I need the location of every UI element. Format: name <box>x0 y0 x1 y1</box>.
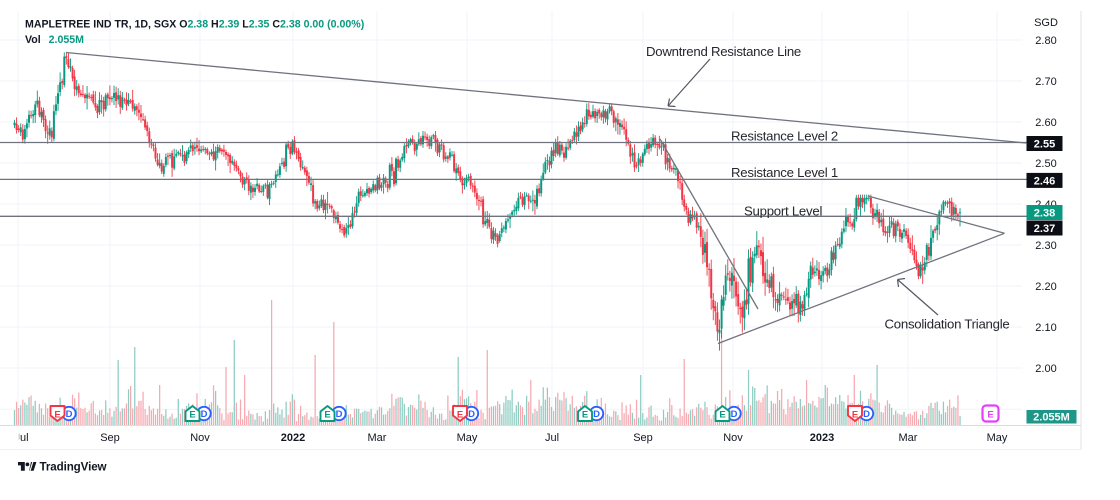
svg-text:Resistance Level 1: Resistance Level 1 <box>731 165 838 180</box>
svg-text:Consolidation Triangle: Consolidation Triangle <box>885 317 1010 332</box>
svg-text:Sep: Sep <box>633 432 653 444</box>
svg-text:2.70: 2.70 <box>1035 76 1056 88</box>
svg-text:E: E <box>719 409 725 420</box>
svg-text:Sep: Sep <box>100 432 120 444</box>
svg-text:2.55: 2.55 <box>1034 138 1055 150</box>
svg-text:2.80: 2.80 <box>1035 35 1056 47</box>
svg-text:D: D <box>593 409 600 420</box>
svg-text:Downtrend Resistance Line: Downtrend Resistance Line <box>646 44 801 59</box>
svg-text:E: E <box>457 409 463 420</box>
svg-text:Resistance Level 2: Resistance Level 2 <box>731 129 838 144</box>
svg-text:TradingView: TradingView <box>40 461 108 474</box>
svg-text:2.055M: 2.055M <box>1033 412 1070 424</box>
svg-text:2.60: 2.60 <box>1035 117 1056 129</box>
svg-text:MAPLETREE IND TR, 1D, SGX O2.3: MAPLETREE IND TR, 1D, SGX O2.38 H2.39 L2… <box>25 19 364 31</box>
svg-text:E: E <box>324 409 330 420</box>
svg-text:E: E <box>582 409 588 420</box>
svg-text:D: D <box>468 409 475 420</box>
svg-text:2.38: 2.38 <box>1034 207 1055 219</box>
svg-text:2.46: 2.46 <box>1034 175 1055 187</box>
svg-text:May: May <box>457 432 478 444</box>
svg-text:2.00: 2.00 <box>1035 363 1056 375</box>
svg-text:D: D <box>863 409 870 420</box>
svg-text:Nov: Nov <box>723 432 743 444</box>
svg-text:Nov: Nov <box>190 432 210 444</box>
svg-text:Mar: Mar <box>368 432 387 444</box>
svg-text:D: D <box>201 409 208 420</box>
svg-text:2023: 2023 <box>810 432 834 444</box>
svg-text:2.30: 2.30 <box>1035 240 1056 252</box>
svg-text:E: E <box>852 409 858 420</box>
svg-text:D: D <box>336 409 343 420</box>
svg-text:May: May <box>987 432 1008 444</box>
svg-text:2022: 2022 <box>281 432 305 444</box>
svg-text:D: D <box>731 409 738 420</box>
svg-text:2.20: 2.20 <box>1035 281 1056 293</box>
svg-text:Support Level: Support Level <box>744 204 822 219</box>
svg-text:Jul: Jul <box>545 432 559 444</box>
svg-text:Mar: Mar <box>899 432 918 444</box>
svg-text:2.37: 2.37 <box>1034 223 1055 235</box>
svg-text:E: E <box>189 409 195 420</box>
svg-text:E: E <box>987 409 993 420</box>
svg-text:2.10: 2.10 <box>1035 322 1056 334</box>
svg-text:D: D <box>66 409 73 420</box>
svg-text:E: E <box>54 409 60 420</box>
svg-text:SGD: SGD <box>1034 17 1058 29</box>
svg-text:2.50: 2.50 <box>1035 158 1056 170</box>
svg-text:Vol 2.055M: Vol 2.055M <box>25 34 84 46</box>
